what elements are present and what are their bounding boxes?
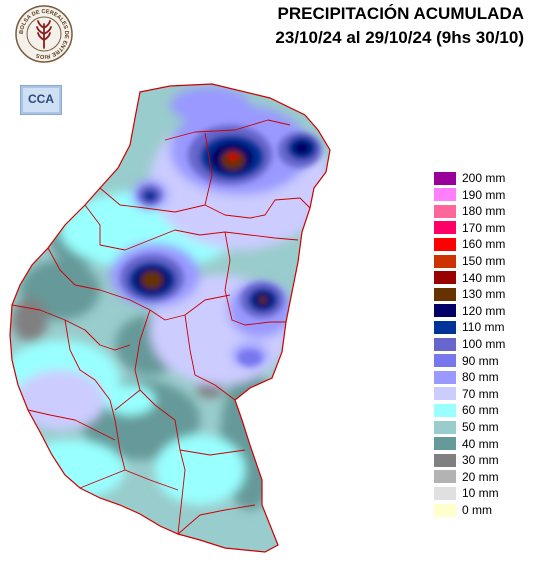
map-title: PRECIPITACIÓN ACUMULADA: [277, 4, 525, 23]
legend-item: 190 mm: [434, 187, 505, 203]
legend-swatch: [434, 387, 456, 401]
department-boundaries: [11, 119, 311, 535]
legend-swatch: [434, 254, 456, 268]
legend-swatch: [434, 370, 456, 384]
legend-item: 170 mm: [434, 220, 505, 236]
legend-label: 190 mm: [462, 187, 506, 202]
legend-item: 0 mm: [434, 502, 492, 518]
rain-zone-120mm: [293, 141, 311, 155]
legend-swatch: [434, 453, 456, 467]
rain-zone-130mm: [141, 271, 163, 289]
legend-swatch: [434, 354, 456, 368]
rain-zone-130mm: [259, 296, 267, 304]
legend-item: 70 mm: [434, 386, 499, 402]
legend-label: 30 mm: [462, 453, 499, 468]
legend-swatch: [434, 204, 456, 218]
legend-item: 110 mm: [434, 319, 504, 335]
legend-swatch: [434, 271, 456, 285]
cca-logo-text: CCA: [28, 92, 54, 106]
rain-zone-90mm: [238, 350, 262, 366]
legend-item: 200 mm: [434, 170, 505, 186]
legend-swatch: [434, 320, 456, 334]
map-date-range: 23/10/24 al 29/10/24 (9hs 30/10): [275, 28, 524, 47]
legend-label: 100 mm: [462, 337, 506, 351]
legend-label: 10 mm: [462, 486, 499, 501]
legend-item: 10 mm: [434, 485, 499, 501]
legend-swatch: [434, 420, 456, 434]
legend-item: 40 mm: [434, 436, 499, 452]
legend-item: 180 mm: [434, 203, 505, 219]
legend-swatch: [434, 486, 456, 500]
legend-label: 150 mm: [462, 254, 506, 268]
legend-swatch: [434, 287, 456, 301]
legend-item: 30 mm: [434, 452, 499, 468]
rain-zone-80mm: [170, 87, 250, 123]
legend-label: 130 mm: [462, 287, 506, 302]
legend-label: 90 mm: [462, 353, 499, 368]
legend-label: 200 mm: [462, 171, 506, 185]
legend-item: 130 mm: [434, 286, 505, 302]
legend-swatch: [434, 221, 456, 235]
rain-zone-110mm: [143, 190, 157, 202]
legend-label: 40 mm: [462, 436, 499, 451]
legend-swatch: [434, 237, 456, 251]
legend-swatch: [434, 403, 456, 417]
legend-label: 110 mm: [462, 320, 505, 335]
legend-label: 0 mm: [462, 503, 492, 517]
rain-zone-160mm: [230, 154, 236, 160]
legend-label: 50 mm: [462, 420, 499, 434]
rain-zone-30mm: [12, 298, 48, 342]
legend-label: 120 mm: [462, 303, 506, 318]
legend-item: 80 mm: [434, 369, 499, 385]
legend-item: 60 mm: [434, 402, 499, 418]
legend-item: 150 mm: [434, 253, 505, 269]
legend-swatch: [434, 188, 456, 202]
rain-zone-60mm: [155, 435, 245, 505]
bolsa-de-cereales-seal-icon: BOLSA DE CEREALES DE ENTRE RIOS: [15, 5, 73, 63]
entre-rios-precipitation-map: [9, 83, 331, 553]
rain-zone-60mm: [15, 440, 125, 500]
legend-swatch: [434, 470, 456, 484]
legend-label: 180 mm: [462, 204, 506, 219]
province-outline: [9, 83, 331, 553]
rain-zone-70mm: [15, 370, 105, 430]
legend-label: 170 mm: [462, 220, 506, 235]
legend-swatch: [434, 304, 456, 318]
legend-label: 80 mm: [462, 370, 499, 385]
legend-label: 60 mm: [462, 403, 499, 418]
legend-item: 160 mm: [434, 236, 505, 252]
cca-logo-icon: [19, 84, 63, 116]
cca-logo: CCA: [19, 84, 63, 116]
legend-item: 20 mm: [434, 469, 499, 485]
legend-label: 160 mm: [462, 237, 506, 252]
legend-label: 70 mm: [462, 386, 499, 401]
legend-item: 50 mm: [434, 419, 499, 435]
legend-label: 140 mm: [462, 270, 506, 285]
legend-swatch: [434, 503, 456, 517]
legend-swatch: [434, 437, 456, 451]
legend-item: 120 mm: [434, 303, 505, 319]
legend-label: 20 mm: [462, 469, 499, 484]
legend-swatch: [434, 337, 456, 351]
legend-item: 140 mm: [434, 270, 505, 286]
legend-swatch: [434, 171, 456, 185]
legend-item: 100 mm: [434, 336, 505, 352]
legend-item: 90 mm: [434, 353, 499, 369]
